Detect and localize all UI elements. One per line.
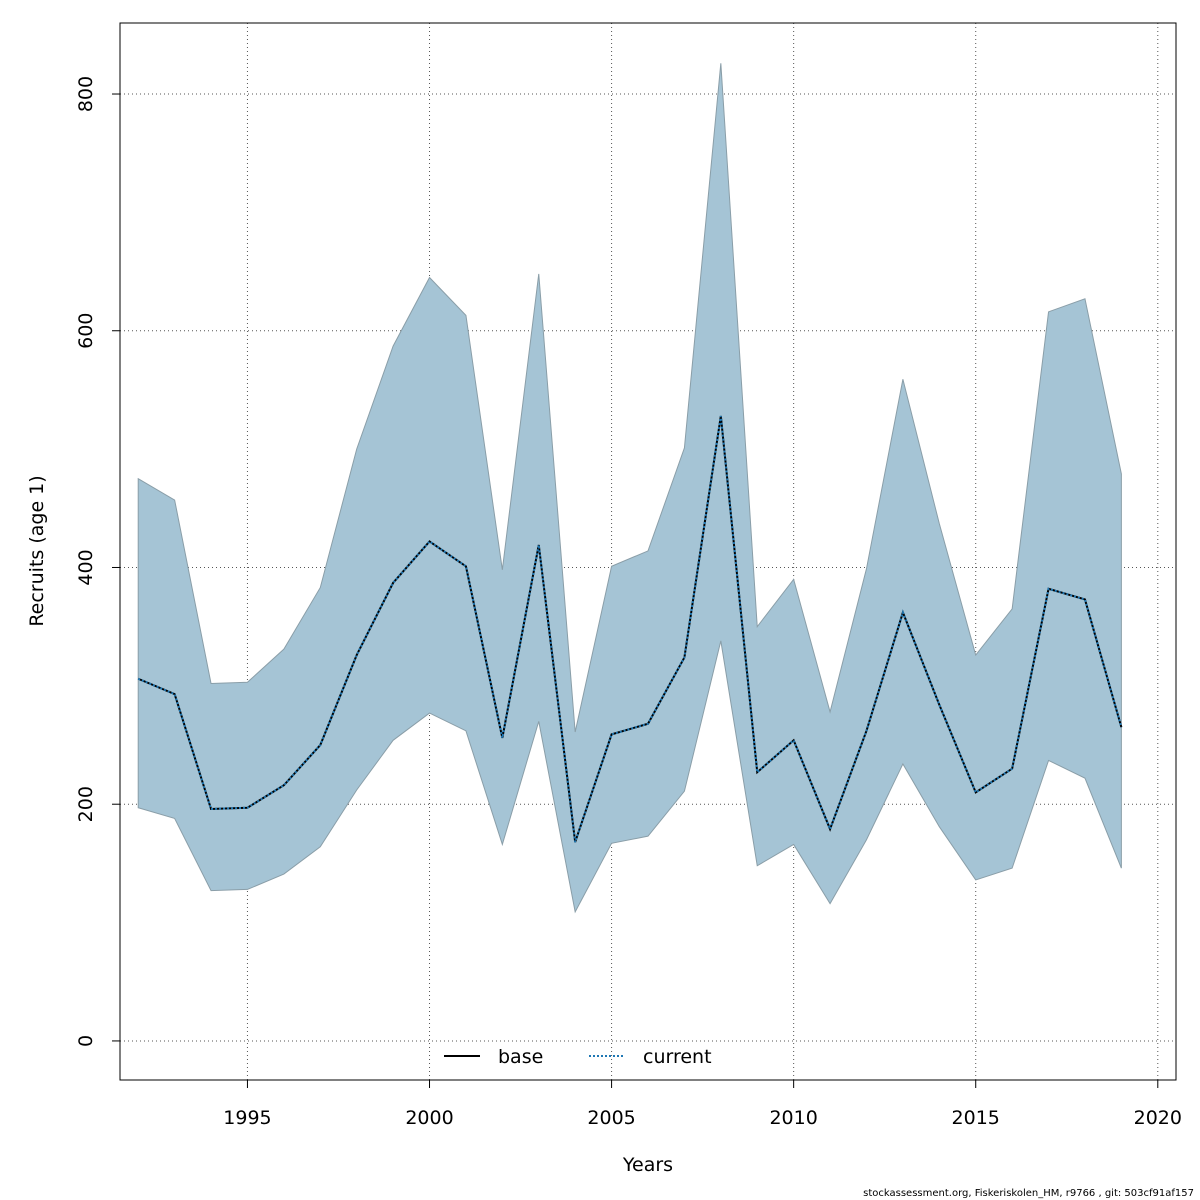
series-line-base — [137, 415, 1123, 843]
legend-label-base: base — [498, 1046, 543, 1068]
legend-label-current: current — [643, 1046, 712, 1068]
y-tick-label-600: 600 — [75, 313, 97, 349]
x-tick-label-2005: 2005 — [587, 1107, 635, 1129]
footer-credit: stockassessment.org, Fiskeriskolen_HM, r… — [863, 1188, 1194, 1199]
y-tick-label-800: 800 — [75, 76, 97, 112]
y-axis: 0 200 400 600 800 — [75, 76, 121, 1047]
x-tick-label-2010: 2010 — [769, 1107, 817, 1129]
x-axis-label: Years — [622, 1154, 673, 1176]
series-lines-layer — [137, 415, 1123, 843]
x-tick-label-1995: 1995 — [223, 1107, 271, 1129]
y-axis-label: Recruits (age 1) — [26, 475, 48, 626]
x-tick-label-2015: 2015 — [952, 1107, 1000, 1129]
y-tick-label-400: 400 — [75, 549, 97, 585]
y-tick-label-200: 200 — [75, 786, 97, 822]
y-tick-label-0: 0 — [75, 1035, 97, 1047]
x-axis: 1995 2000 2005 2010 2015 2020 — [223, 1079, 1182, 1129]
x-tick-label-2020: 2020 — [1134, 1107, 1182, 1129]
legend: base current — [444, 1046, 712, 1068]
x-tick-label-2000: 2000 — [405, 1107, 453, 1129]
